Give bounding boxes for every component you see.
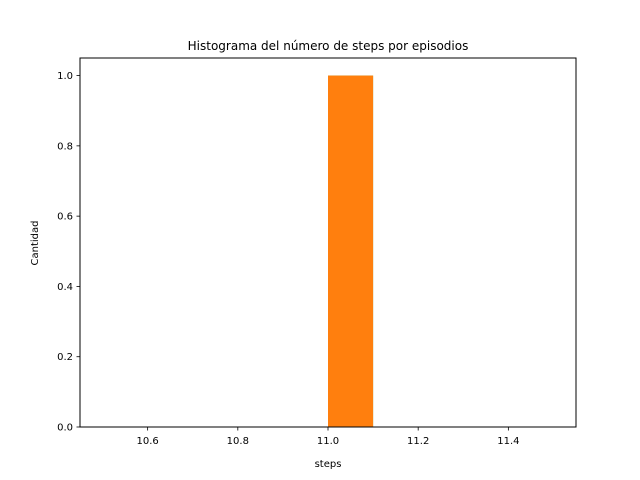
y-axis-label: Cantidad xyxy=(30,221,41,266)
x-axis-ticks: 10.6 10.8 11.0 11.2 11.4 xyxy=(137,427,519,447)
y-tick-label: 0.0 xyxy=(57,423,73,434)
x-tick-label: 11.0 xyxy=(317,436,339,447)
x-tick-label: 11.4 xyxy=(497,436,519,447)
y-tick-label: 0.8 xyxy=(57,141,73,152)
x-tick-label: 10.8 xyxy=(227,436,249,447)
y-tick-label: 0.2 xyxy=(57,352,73,363)
x-tick-label: 11.2 xyxy=(407,436,429,447)
chart-title: Histograma del número de steps por episo… xyxy=(188,39,469,53)
y-tick-label: 1.0 xyxy=(57,71,73,82)
y-axis-ticks: 0.0 0.2 0.4 0.6 0.8 1.0 xyxy=(57,71,80,434)
y-tick-label: 0.4 xyxy=(57,282,73,293)
histogram-bar-series-1-bin-0 xyxy=(328,75,374,428)
x-tick-label: 10.6 xyxy=(137,436,159,447)
plot-frame xyxy=(79,57,577,428)
y-tick-label: 0.6 xyxy=(57,212,73,223)
x-axis-label: steps xyxy=(315,459,342,470)
bars-group xyxy=(328,75,374,428)
